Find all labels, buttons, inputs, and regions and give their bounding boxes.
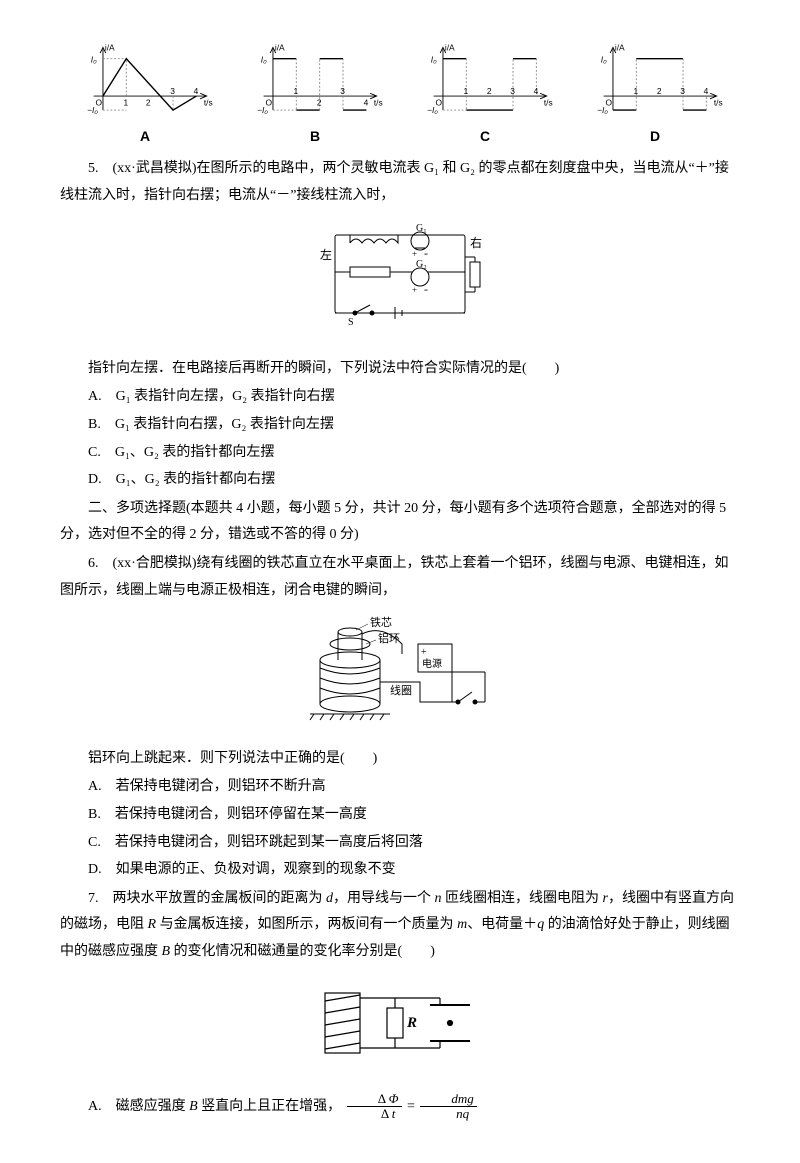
svg-text:3: 3	[340, 86, 345, 96]
chart-A: i/A t/s O I₀ −I₀ 1 2 3 4 A	[70, 40, 220, 150]
svg-text:+: +	[412, 249, 417, 259]
q5-lead: 5. (xx·武昌模拟)在图所示的电路中，两个灵敏电流表 G₁ 和 G₂ 的零点…	[60, 156, 740, 209]
svg-text:G₂: G₂	[416, 259, 427, 270]
waveform-charts-row: i/A t/s O I₀ −I₀ 1 2 3 4 A	[60, 40, 740, 150]
chart-B: i/A t/s O I₀ −I₀ 1 2 3 4 B	[240, 40, 390, 150]
svg-text:3: 3	[510, 86, 515, 96]
svg-text:铁芯: 铁芯	[370, 615, 392, 629]
svg-text:i/A: i/A	[615, 42, 625, 52]
q5-cont: 指针向左摆．在电路接后再断开的瞬间，下列说法中符合实际情况的是( )	[60, 356, 740, 383]
q7-figure: R	[60, 973, 740, 1084]
svg-text:i/A: i/A	[275, 42, 285, 52]
q7-option-A: A. 磁感应强度 B 竖直向上且正在增强， Δ Φ Δ t = dmg nq	[60, 1092, 740, 1122]
svg-text:线圈: 线圈	[390, 683, 412, 697]
q5-option-C: C. G₁、G₂ 表的指针都向左摆	[60, 440, 740, 467]
svg-text:3: 3	[680, 86, 685, 96]
svg-text:G₁: G₁	[416, 223, 427, 234]
svg-text:右: 右	[470, 235, 482, 250]
svg-text:3: 3	[170, 86, 175, 96]
svg-text:R: R	[406, 1015, 417, 1031]
chart-D-label: D	[650, 123, 660, 150]
svg-text:铝环: 铝环	[378, 631, 400, 645]
xlabel: t/s	[204, 97, 213, 107]
q5-circuit-figure: G₁ + - G₂ + - S 左	[60, 217, 740, 348]
q6-option-C: C. 若保持电键闭合，则铝环跳起到某一高度后将回落	[60, 830, 740, 857]
q7-lead: 7. 两块水平放置的金属板间的距离为 d，用导线与一个 n 匝线圈相连，线圈电阻…	[60, 886, 740, 966]
chart-D: i/A t/s O I₀ −I₀ 1 2 3 4 D	[580, 40, 730, 150]
ylabel: i/A	[105, 42, 115, 52]
svg-text:t/s: t/s	[544, 97, 553, 107]
q6-option-A: A. 若保持电键闭合，则铝环不断升高	[60, 774, 740, 801]
svg-text:t/s: t/s	[714, 97, 723, 107]
svg-text:I₀: I₀	[431, 54, 437, 64]
svg-text:电源: 电源	[422, 657, 442, 670]
svg-text:2: 2	[317, 97, 322, 107]
fraction-dphi-dt: Δ Φ Δ t	[347, 1092, 402, 1122]
chart-B-label: B	[310, 123, 320, 150]
svg-text:S: S	[348, 317, 354, 328]
svg-text:+: +	[421, 647, 427, 658]
svg-text:−I₀: −I₀	[257, 105, 268, 115]
svg-text:−I₀: −I₀	[597, 105, 608, 115]
svg-text:1: 1	[294, 86, 299, 96]
section2-heading: 二、多项选择题(本题共 4 小题，每小题 5 分，共计 20 分，每小题有多个选…	[60, 496, 740, 549]
svg-text:−I₀: −I₀	[427, 105, 438, 115]
svg-text:2: 2	[146, 97, 151, 107]
svg-text:4: 4	[704, 86, 709, 96]
q6-figure: + 电源 铁芯 铝环 线圈	[60, 612, 740, 738]
svg-text:-: -	[424, 282, 428, 296]
q5-option-D: D. G₁、G₂ 表的指针都向右摆	[60, 467, 740, 494]
svg-text:I₀: I₀	[601, 54, 607, 64]
svg-text:1: 1	[634, 86, 639, 96]
svg-text:t/s: t/s	[374, 97, 383, 107]
q5-option-B: B. G₁ 表指针向右摆，G₂ 表指针向左摆	[60, 412, 740, 439]
ypos: I₀	[91, 54, 97, 64]
svg-text:I₀: I₀	[261, 54, 267, 64]
q5-option-A: A. G₁ 表指针向左摆，G₂ 表指针向右摆	[60, 384, 740, 411]
fraction-dmg-nq: dmg nq	[420, 1092, 476, 1122]
svg-text:4: 4	[364, 97, 369, 107]
chart-A-label: A	[140, 123, 150, 150]
svg-text:4: 4	[194, 86, 199, 96]
svg-text:+: +	[412, 285, 417, 295]
svg-text:2: 2	[657, 86, 662, 96]
svg-text:-: -	[424, 246, 428, 260]
chart-C-label: C	[480, 123, 490, 150]
chart-C: i/A t/s O I₀ −I₀ 1 2 3 4 C	[410, 40, 560, 150]
svg-text:4: 4	[534, 86, 539, 96]
q6-lead: 6. (xx·合肥模拟)绕有线圈的铁芯直立在水平桌面上，铁芯上套着一个铝环，线圈…	[60, 551, 740, 604]
svg-text:1: 1	[464, 86, 469, 96]
yneg: −I₀	[87, 105, 98, 115]
svg-text:i/A: i/A	[445, 42, 455, 52]
q6-option-D: D. 如果电源的正、负极对调，观察到的现象不变	[60, 857, 740, 884]
svg-text:左: 左	[320, 247, 332, 262]
svg-text:2: 2	[487, 86, 492, 96]
svg-text:1: 1	[124, 97, 129, 107]
q6-option-B: B. 若保持电键闭合，则铝环停留在某一高度	[60, 802, 740, 829]
equals-sign: =	[407, 1099, 415, 1114]
q6-cont: 铝环向上跳起来．则下列说法中正确的是( )	[60, 746, 740, 773]
